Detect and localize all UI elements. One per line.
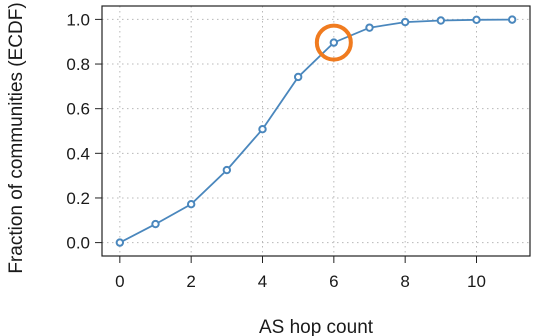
- series: [115, 15, 517, 247]
- x-tick-label: 6: [329, 272, 338, 291]
- data-point: [472, 15, 481, 25]
- highlight-circle: [314, 23, 353, 62]
- x-tick-label: 4: [258, 272, 267, 291]
- data-point: [365, 23, 374, 32]
- data-point: [293, 72, 303, 82]
- x-tick-label: 10: [467, 272, 486, 291]
- data-point: [400, 17, 410, 27]
- ecdf-line: [119, 18, 513, 244]
- axis-ticks: 0 2 4 6 8 10 0.0 0.2 0.4 0.6 0.8 1.0: [66, 10, 486, 291]
- data-point: [436, 16, 446, 25]
- y-tick-label: 0.4: [66, 144, 90, 163]
- y-tick-label: 0.8: [66, 55, 90, 74]
- x-tick-label: 2: [186, 272, 195, 291]
- data-point: [115, 238, 125, 247]
- data-point: [186, 200, 196, 209]
- plot-area-frame: [101, 5, 531, 257]
- x-tick-label: 8: [400, 272, 409, 291]
- data-point: [151, 219, 160, 229]
- y-tick-label: 0.6: [66, 100, 90, 119]
- x-tick-label: 0: [115, 272, 124, 291]
- data-point: [222, 165, 232, 175]
- y-axis-label: Fraction of communities (ECDF): [6, 2, 27, 273]
- data-point: [258, 125, 267, 134]
- y-tick-label: 1.0: [66, 10, 90, 29]
- y-tick-label: 0.0: [66, 234, 90, 253]
- y-tick-label: 0.2: [66, 189, 90, 208]
- x-axis-label: AS hop count: [259, 317, 374, 336]
- data-point: [507, 15, 517, 24]
- highlight-annotation: [314, 23, 353, 62]
- data-point: [329, 38, 339, 47]
